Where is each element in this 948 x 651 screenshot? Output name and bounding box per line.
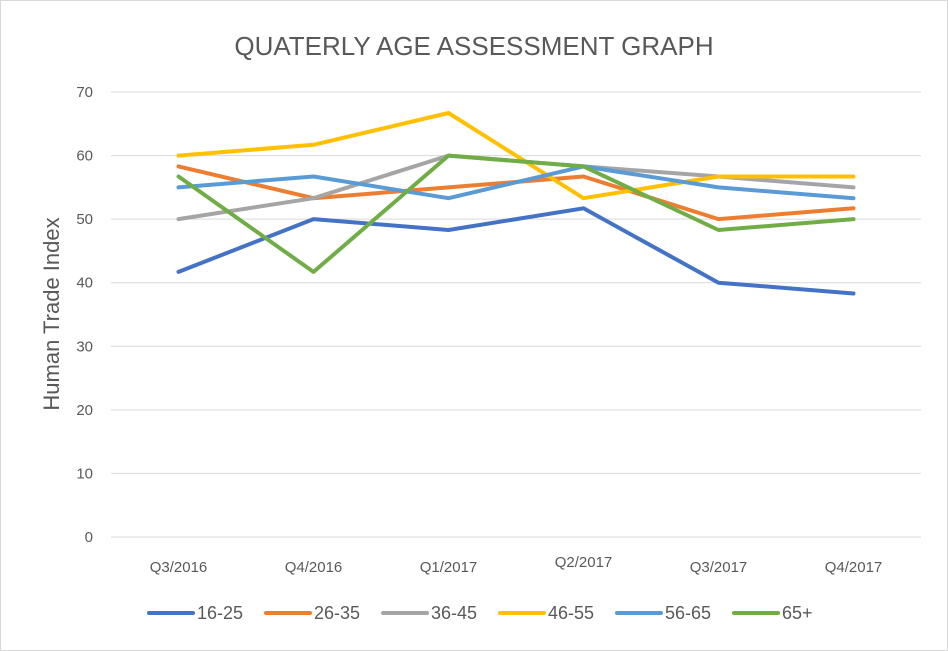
x-axis-ticks: Q3/2016 Q4/2016 Q1/2017 Q2/2017 Q3/2017 Q4/20… — [150, 554, 883, 576]
y-tick-label: 70 — [76, 84, 93, 101]
series-lines — [176, 111, 856, 296]
series-line-46-55 — [176, 111, 856, 201]
legend-label: 36-45 — [431, 603, 477, 623]
y-tick-label: 40 — [76, 275, 93, 292]
gridlines — [111, 91, 921, 538]
x-tick-label: Q3/2016 — [150, 559, 208, 576]
legend: 16-25 26-35 36-45 46-55 56-65 65+ — [147, 603, 813, 623]
y-tick-label: 50 — [76, 211, 93, 228]
y-axis-ticks: 0 10 20 30 40 50 60 70 — [76, 84, 93, 546]
x-tick-label: Q2/2017 — [555, 554, 613, 571]
y-tick-label: 20 — [76, 402, 93, 419]
y-tick-label: 0 — [85, 529, 93, 546]
legend-label: 65+ — [782, 603, 813, 623]
legend-label: 56-65 — [665, 603, 711, 623]
x-tick-label: Q1/2017 — [420, 559, 478, 576]
y-tick-label: 60 — [76, 148, 93, 165]
legend-label: 26-35 — [314, 603, 360, 623]
y-axis-label: Human Trade Index — [39, 217, 64, 410]
legend-label: 46-55 — [548, 603, 594, 623]
x-tick-label: Q4/2016 — [285, 559, 343, 576]
x-tick-label: Q3/2017 — [690, 559, 748, 576]
series-line-65+ — [176, 153, 856, 274]
x-tick-label: Q4/2017 — [825, 559, 883, 576]
series-line-36-45 — [176, 153, 856, 222]
chart-title: QUATERLY AGE ASSESSMENT GRAPH — [234, 31, 713, 61]
series-line-16-25 — [176, 206, 856, 296]
y-tick-label: 30 — [76, 338, 93, 355]
series-line-56-65 — [176, 164, 856, 201]
y-tick-label: 10 — [76, 465, 93, 482]
legend-label: 16-25 — [197, 603, 243, 623]
series-line-26-35 — [176, 164, 856, 222]
